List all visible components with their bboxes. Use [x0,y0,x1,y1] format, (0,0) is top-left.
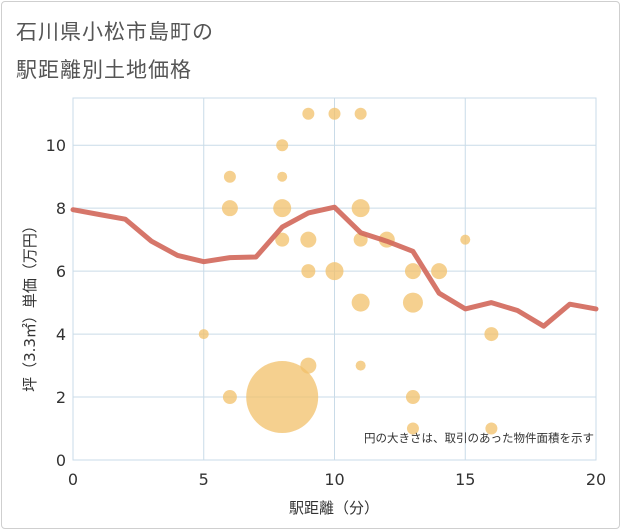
bubble-point [402,292,423,313]
bubble-point [222,390,237,405]
bubble-point [277,171,288,182]
bubble-point [354,107,367,120]
bubble-point [302,107,315,120]
bubble-series [198,107,499,435]
grid-lines [72,97,597,461]
bubble-point [355,360,366,371]
x-tick-label: 10 [324,470,344,489]
bubble-point [405,390,420,405]
x-axis-title: 駅距離（分） [289,499,379,517]
bubble-point [328,107,341,120]
x-tick-label: 5 [199,470,209,489]
bubble-point [300,357,317,374]
x-tick-label: 20 [586,470,606,489]
y-tick-label: 4 [56,325,66,344]
bubble-point [246,361,319,434]
bubble-point [276,139,289,152]
bubble-point [275,232,290,247]
bubble-point [221,200,238,217]
bubble-point [485,422,498,435]
bubble-point [273,199,292,218]
bubble-point [406,422,419,435]
y-tick-label: 8 [56,199,66,218]
trend-line [70,204,599,329]
x-tick-label: 15 [455,470,475,489]
y-tick-label: 2 [56,388,66,407]
y-tick-label: 10 [46,136,66,155]
chart-title-line1: 石川県小松市島町の [16,20,214,44]
size-note: 円の大きさは、取引のあった物件面積を示す [364,431,594,445]
y-tick-label: 0 [56,451,66,470]
axis-ticks: 0 5 10 15 20 0 2 4 6 8 10 [46,136,607,489]
y-axis-title: 坪（3.3㎡）単価（万円） [21,218,39,392]
trend-line-series [70,204,599,329]
bubble-point [223,170,236,183]
bubble-point [460,234,471,245]
bubble-point [431,263,448,280]
bubble-point [325,262,344,281]
chart-title-line2: 駅距離別土地価格 [16,58,192,82]
bubble-point [198,329,209,340]
bubble-point [404,263,421,280]
bubble-point [351,293,370,312]
bubble-point [351,199,370,218]
bubble-point [484,327,499,342]
y-tick-label: 6 [56,262,66,281]
bubble-point [301,264,316,279]
plot-border [72,97,597,461]
x-tick-label: 0 [68,470,78,489]
bubble-point [300,231,317,248]
